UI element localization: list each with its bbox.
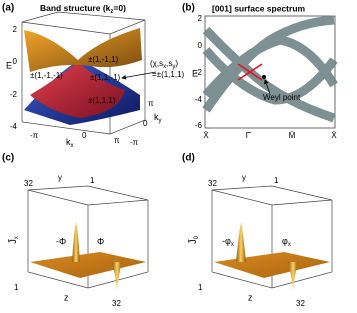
tick-label: 0 — [13, 57, 18, 66]
axis-label: y — [58, 173, 62, 182]
annotation: ±(1,1,1) — [88, 96, 116, 105]
tick-label: 1 — [198, 283, 203, 292]
tick-label: 32 — [24, 179, 33, 188]
axis-label: E — [6, 60, 12, 70]
panel-a: (a) Band structure (kz=0) E 2 0 -2 -4 -π… — [2, 3, 185, 149]
tick-label: X̄ — [203, 131, 209, 140]
middle-band — [30, 62, 125, 118]
upper-band — [24, 28, 142, 72]
axis-label: y — [242, 173, 246, 182]
tick-label: 0 — [198, 41, 203, 50]
surface-states — [237, 63, 263, 81]
peak-label: -φx — [222, 236, 234, 247]
panel-label: (c) — [2, 153, 14, 164]
axis-label: ky — [154, 112, 162, 123]
annotation: Weyl point — [263, 93, 301, 102]
surface — [214, 252, 330, 278]
tick-label: 32 — [208, 179, 217, 188]
tick-label: -6 — [195, 121, 203, 130]
tick-label: π — [148, 99, 154, 108]
tick-label: M̄ — [289, 131, 296, 140]
tick-label: π — [114, 136, 120, 145]
tick-label: -π — [30, 131, 39, 140]
tick-label: -4 — [195, 95, 203, 104]
axis-label: z — [64, 292, 69, 302]
panel-title: [001] surface spectrum — [212, 3, 306, 13]
axis-label: J̃x — [8, 236, 20, 244]
callout-arrow — [121, 71, 157, 80]
tick-label: -2 — [10, 90, 18, 99]
axis-label: kx — [66, 137, 74, 148]
tick-label: 1 — [14, 283, 19, 292]
axis-label: z — [248, 292, 253, 302]
peak-up — [72, 222, 80, 262]
panel-label: (d) — [182, 153, 195, 164]
peak-label: -Φ — [56, 236, 66, 246]
annotation: ±(1,1,-1) — [90, 73, 121, 82]
peak-down — [112, 262, 122, 290]
peak-down — [288, 262, 298, 290]
tick-label: Γ̄ — [246, 131, 252, 140]
tick-label: 0 — [143, 119, 148, 128]
annotation: ±(1,-1,-1) — [30, 71, 63, 80]
tick-label: 32 — [296, 299, 305, 308]
tick-label: 2 — [13, 25, 18, 34]
panel-label: (b) — [182, 3, 195, 14]
panel-c: (c) 32 y 1 1 z 32 J̃x -Φ Φ — [2, 153, 149, 308]
tick-label: 32 — [112, 299, 121, 308]
tick-label: -π — [130, 138, 139, 147]
tick-label: X̄ — [331, 131, 337, 140]
tick-label: -4 — [10, 122, 18, 131]
callout: (χ,sx,sy) — [150, 59, 178, 69]
peak-label: φx — [282, 236, 291, 247]
panel-d: (d) 32 y 1 1 z 32 J̃0 -φx φx — [182, 153, 333, 308]
weyl-point — [262, 75, 266, 79]
annotation: ±(1,-1,1) — [88, 55, 119, 64]
peak-up — [236, 222, 246, 262]
tick-label: 2 — [198, 14, 203, 23]
axis-label: E — [192, 68, 198, 78]
tick-label: -2 — [195, 68, 203, 77]
panel-b: (b) [001] surface spectrum Weyl point E … — [182, 3, 338, 140]
panel-label: (a) — [2, 3, 14, 14]
peak-label: Φ — [97, 236, 104, 246]
tick-label: 1 — [90, 176, 95, 185]
axis-label: J̃0 — [188, 235, 200, 244]
callout: =±(1,1,1) — [152, 70, 185, 79]
tick-label: 1 — [274, 176, 279, 185]
surface — [30, 252, 146, 278]
panel-title: Band structure (kz=0) — [40, 3, 126, 14]
tick-label: 0 — [82, 131, 87, 140]
annotation-arrow — [264, 79, 271, 95]
